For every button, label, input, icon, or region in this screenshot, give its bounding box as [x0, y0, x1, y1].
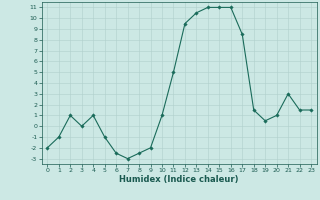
X-axis label: Humidex (Indice chaleur): Humidex (Indice chaleur): [119, 175, 239, 184]
